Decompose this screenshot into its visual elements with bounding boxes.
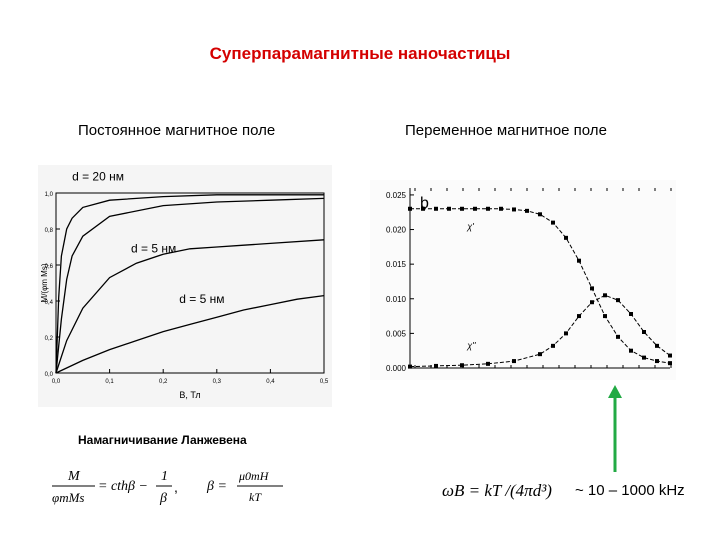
data-point bbox=[525, 208, 529, 213]
data-point bbox=[421, 206, 425, 211]
data-point bbox=[447, 206, 451, 211]
eq-m-den: φmMs bbox=[52, 490, 84, 505]
curve-annotation: d = 5 нм bbox=[179, 292, 224, 306]
data-point bbox=[434, 363, 438, 368]
data-point bbox=[577, 258, 581, 263]
eq-one: 1 bbox=[161, 469, 168, 484]
data-point bbox=[642, 355, 646, 360]
slide-title: Суперпарамагнитные наночастицы bbox=[209, 44, 511, 63]
eq-rhs: = cthβ − bbox=[98, 479, 148, 494]
data-point bbox=[512, 359, 516, 364]
eq-beta-den: β bbox=[159, 491, 167, 506]
magnetization-chart-svg: 0,0 0,2 0,4 0,6 0,8 1,0 0,0 0,1 0,2 0,3 0,4 0,5 B, Т… bbox=[40, 169, 329, 400]
beta-equation: β = μ0mH kT bbox=[206, 469, 283, 504]
data-point bbox=[512, 207, 516, 212]
frequency-range: ~ 10 – 1000 kHz bbox=[575, 482, 685, 499]
data-point bbox=[564, 331, 568, 336]
data-point bbox=[551, 343, 555, 348]
data-point bbox=[603, 314, 607, 319]
series-line bbox=[55, 294, 325, 374]
eq-m-num: M bbox=[67, 469, 81, 484]
data-point bbox=[408, 206, 412, 211]
y-tick-label: 0.000 bbox=[386, 364, 407, 373]
data-point bbox=[434, 206, 438, 211]
y-tick-label: 0.005 bbox=[386, 329, 407, 338]
data-point bbox=[603, 293, 607, 298]
y-tick-label: 0,8 bbox=[45, 228, 54, 234]
langevin-equation: M φmMs = cthβ − 1 β , bbox=[52, 469, 178, 506]
series-label: χ'' bbox=[466, 341, 476, 351]
data-point bbox=[564, 235, 568, 240]
y-tick-label: 0,2 bbox=[45, 336, 54, 342]
y-tick-label: 0,0 bbox=[45, 372, 54, 378]
y-tick-label: 0,6 bbox=[45, 264, 54, 270]
data-point bbox=[642, 330, 646, 334]
eq-beta-den2: kT bbox=[249, 490, 262, 504]
data-point bbox=[538, 212, 542, 217]
y-tick-label: 0.025 bbox=[386, 191, 407, 200]
data-point bbox=[616, 298, 620, 303]
series-label: χ' bbox=[466, 222, 474, 232]
data-point bbox=[668, 361, 672, 366]
x-tick-label: 0,3 bbox=[213, 379, 222, 385]
omega-equation: ωB = kT /(4πd³) bbox=[442, 481, 552, 500]
series-line bbox=[55, 197, 325, 374]
data-point bbox=[668, 353, 672, 358]
series-line bbox=[410, 208, 671, 364]
data-point bbox=[408, 364, 412, 369]
y-axis-label: M/(φm Ms) bbox=[40, 263, 49, 302]
plot-frame bbox=[55, 192, 325, 374]
susceptibility-chart: 0.000 0.005 0.010 0.015 0.020 0.025 b χ' χ'' bbox=[370, 180, 676, 380]
magnetization-chart: 0,0 0,2 0,4 0,6 0,8 1,0 0,0 0,1 0,2 0,3 0,4 0,5 B, Т… bbox=[38, 165, 332, 407]
data-point bbox=[460, 363, 464, 368]
data-point bbox=[655, 359, 659, 364]
y-tick-label: 0.015 bbox=[386, 260, 407, 269]
panel-label: b bbox=[420, 195, 429, 212]
eq-beta-num: μ0mH bbox=[238, 469, 270, 483]
data-point bbox=[629, 312, 633, 316]
data-point bbox=[473, 206, 477, 211]
y-tick-label: 0.010 bbox=[386, 295, 407, 304]
data-point bbox=[486, 206, 490, 211]
data-point bbox=[486, 361, 490, 366]
eq-beta-lhs: β = bbox=[206, 479, 227, 494]
eq-omega: ωB = kT /(4πd³) bbox=[442, 481, 552, 500]
y-tick-label: 1,0 bbox=[45, 192, 54, 198]
data-point bbox=[590, 300, 594, 305]
susceptibility-chart-svg: 0.000 0.005 0.010 0.015 0.020 0.025 b χ' χ'' bbox=[386, 188, 672, 373]
series-line bbox=[409, 294, 671, 368]
series-line bbox=[55, 239, 325, 374]
x-tick-label: 0,2 bbox=[159, 379, 168, 385]
x-tick-label: 0,5 bbox=[320, 379, 329, 385]
series-line bbox=[55, 194, 324, 374]
data-point bbox=[616, 334, 620, 339]
data-point bbox=[551, 220, 555, 225]
data-point bbox=[499, 206, 503, 211]
data-point bbox=[538, 352, 542, 357]
x-tick-label: 0,0 bbox=[52, 379, 61, 385]
data-point bbox=[590, 286, 594, 291]
frequency-arrow bbox=[608, 385, 622, 472]
data-point bbox=[655, 343, 659, 348]
y-tick-label: 0.020 bbox=[386, 226, 407, 235]
curve-annotation: d = 20 нм bbox=[72, 169, 124, 183]
static-field-subtitle: Постоянное магнитное поле bbox=[78, 122, 276, 139]
ac-field-subtitle: Переменное магнитное поле bbox=[405, 122, 607, 139]
y-tick-label: 0,4 bbox=[45, 300, 54, 306]
langevin-caption: Намагничивание Ланжевена bbox=[78, 433, 247, 447]
data-point bbox=[460, 206, 464, 211]
svg-text:,: , bbox=[174, 479, 178, 495]
x-tick-label: 0,1 bbox=[105, 379, 114, 385]
curve-annotation: d = 5 нм bbox=[131, 241, 176, 255]
data-point bbox=[629, 348, 633, 353]
x-tick-label: 0,4 bbox=[266, 379, 275, 385]
x-axis-label: B, Тл bbox=[179, 390, 200, 400]
data-point bbox=[577, 314, 581, 319]
